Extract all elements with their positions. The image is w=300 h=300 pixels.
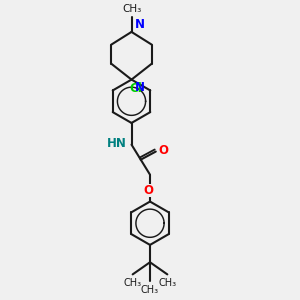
Text: O: O <box>144 184 154 197</box>
Text: N: N <box>135 81 145 94</box>
Text: CH₃: CH₃ <box>141 285 159 295</box>
Text: CH₃: CH₃ <box>122 4 141 14</box>
Text: CH₃: CH₃ <box>124 278 142 288</box>
Text: CH₃: CH₃ <box>158 278 176 288</box>
Text: HN: HN <box>107 137 127 150</box>
Text: N: N <box>135 18 145 31</box>
Text: O: O <box>158 145 168 158</box>
Text: Cl: Cl <box>129 82 142 95</box>
